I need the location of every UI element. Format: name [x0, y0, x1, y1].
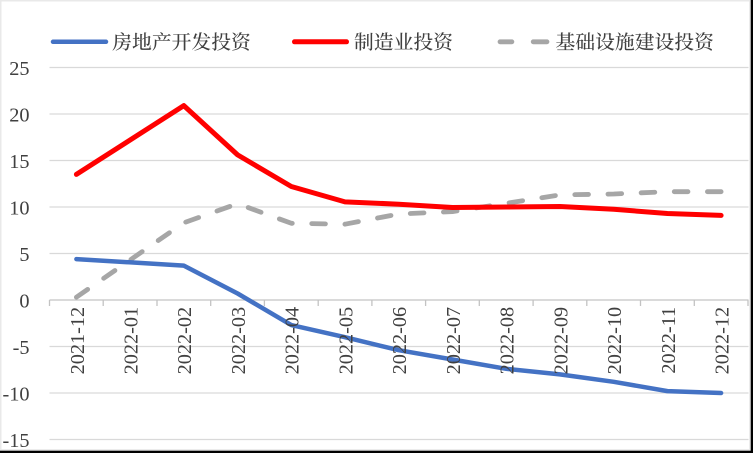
svg-text:2022-01: 2022-01: [121, 307, 143, 375]
svg-text:2021-12: 2021-12: [67, 307, 89, 375]
svg-text:5: 5: [19, 244, 29, 266]
svg-text:2022-08: 2022-08: [497, 307, 519, 375]
svg-text:2022-05: 2022-05: [335, 307, 357, 375]
svg-text:2022-09: 2022-09: [550, 307, 572, 375]
svg-text:2022-12: 2022-12: [712, 307, 734, 375]
svg-text:2022-11: 2022-11: [658, 307, 680, 374]
svg-text:-10: -10: [2, 384, 29, 406]
svg-text:2022-10: 2022-10: [604, 307, 626, 375]
svg-text:2022-04: 2022-04: [282, 307, 304, 375]
svg-text:10: 10: [9, 198, 29, 220]
svg-text:-5: -5: [13, 337, 30, 359]
svg-text:-15: -15: [2, 430, 29, 452]
svg-text:2022-02: 2022-02: [174, 307, 196, 375]
svg-text:2022-03: 2022-03: [228, 307, 250, 375]
svg-text:0: 0: [19, 291, 29, 313]
svg-text:2022-06: 2022-06: [389, 307, 411, 375]
svg-text:15: 15: [9, 151, 29, 173]
svg-text:20: 20: [9, 105, 29, 127]
svg-text:2022-07: 2022-07: [443, 307, 465, 375]
svg-text:25: 25: [9, 58, 29, 80]
